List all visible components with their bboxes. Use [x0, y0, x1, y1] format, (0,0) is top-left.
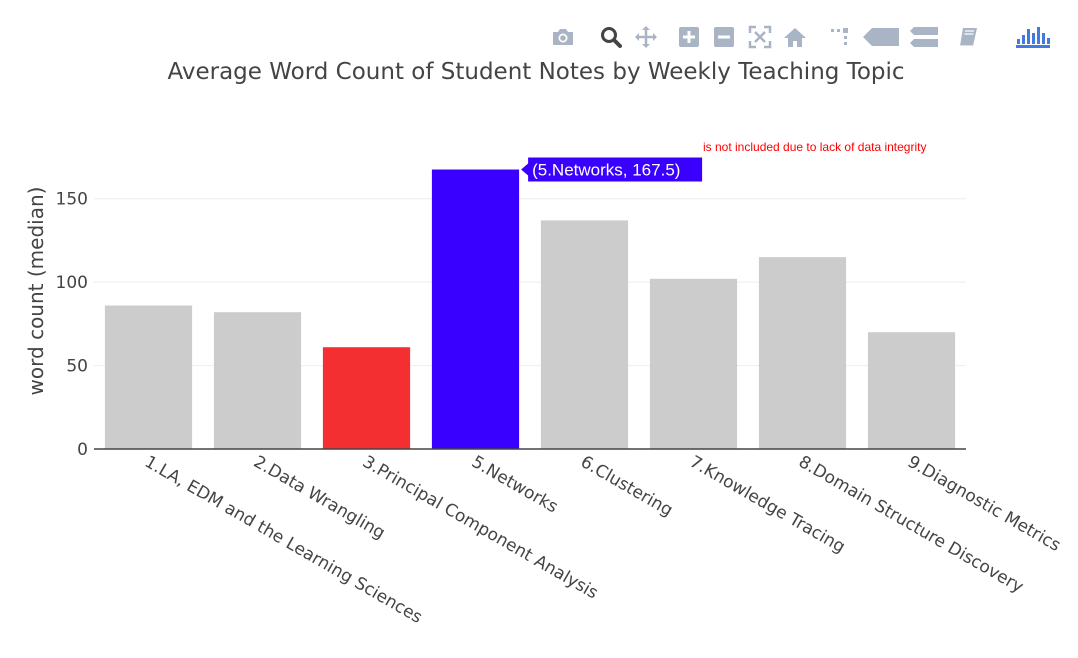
y-axis-title: word count (median)	[24, 187, 48, 396]
annotation-note: is not included due to lack of data inte…	[703, 140, 926, 154]
bar[interactable]	[431, 169, 520, 449]
y-tick-label: 0	[77, 440, 88, 460]
y-tick-label: 50	[66, 357, 88, 377]
bar[interactable]	[758, 257, 847, 449]
plotly-logo-icon[interactable]	[1013, 22, 1053, 52]
y-axis-ticks: 0 50 100 150	[56, 190, 88, 460]
hover-closest-icon[interactable]	[860, 22, 902, 52]
home-icon[interactable]	[780, 22, 810, 52]
y-tick-label: 150	[56, 190, 88, 210]
bar[interactable]	[540, 220, 629, 449]
bar[interactable]	[649, 278, 738, 449]
x-axis-ticks: 1.LA, EDM and the Learning Sciences2.Dat…	[141, 452, 1064, 628]
hover-label-box	[521, 157, 703, 182]
chart-title: Average Word Count of Student Notes by W…	[167, 59, 904, 85]
zoom-in-icon[interactable]	[674, 22, 704, 52]
bar[interactable]	[867, 332, 956, 449]
zoom-out-icon[interactable]	[709, 22, 739, 52]
spike-lines-icon[interactable]	[824, 22, 854, 52]
x-tick-label: 8.Domain Structure Discovery	[795, 452, 1027, 597]
x-tick-label: 6.Clustering	[577, 452, 676, 521]
zoom-icon[interactable]	[596, 22, 626, 52]
bar[interactable]	[213, 312, 302, 449]
y-tick-label: 100	[56, 273, 88, 293]
hover-label-text: (5.Networks, 167.5)	[532, 161, 680, 180]
pan-icon[interactable]	[631, 22, 661, 52]
camera-icon[interactable]	[548, 22, 578, 52]
hover-compare-icon[interactable]	[906, 22, 942, 52]
book-icon[interactable]	[953, 22, 983, 52]
bars	[104, 169, 956, 449]
bar[interactable]	[104, 305, 193, 449]
hover-label: (5.Networks, 167.5)	[521, 157, 703, 182]
x-tick-label: 5.Networks	[468, 452, 561, 517]
modebar	[548, 22, 1068, 52]
bar[interactable]	[322, 347, 411, 449]
autoscale-icon[interactable]	[745, 22, 775, 52]
